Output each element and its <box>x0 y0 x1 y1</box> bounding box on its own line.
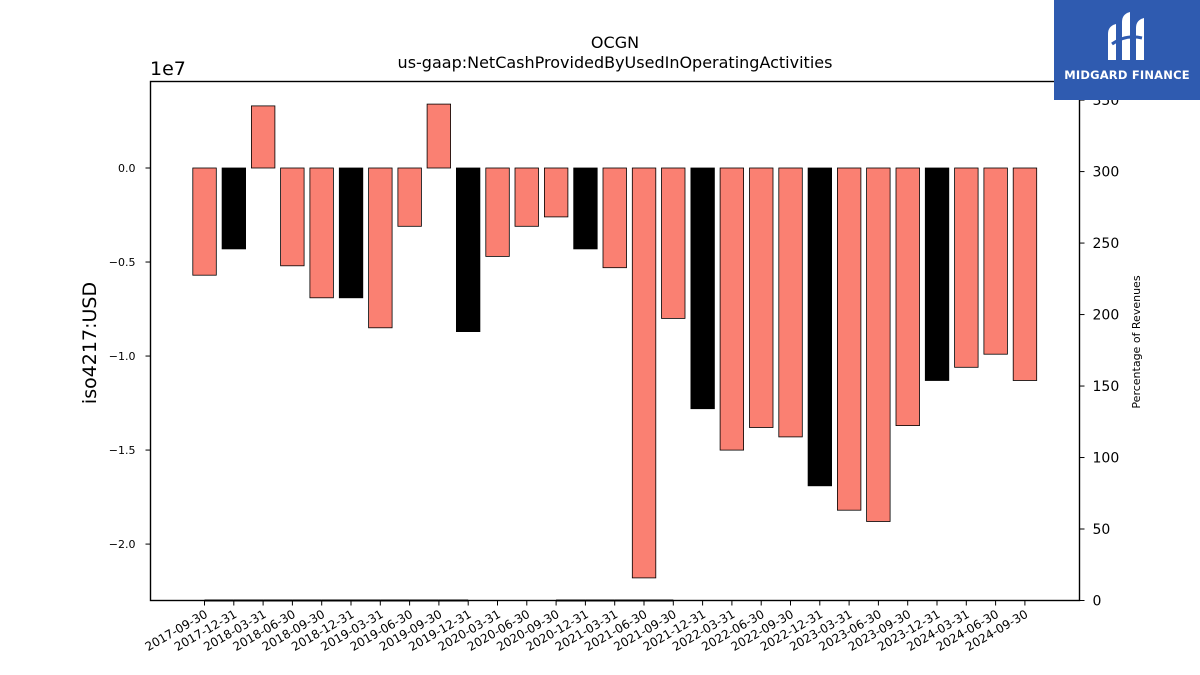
y-axis-ticks: 0.0 −0.5 −1.0 −1.5 −2.0 <box>109 162 151 551</box>
y-tick-label: −2.0 <box>109 538 136 551</box>
chart-title: OCGN <box>591 33 639 52</box>
bar-2018-03-31 <box>250 105 276 169</box>
bar-2023-09-30 <box>895 167 920 427</box>
bar-2018-12-31 <box>338 167 364 299</box>
bar-2022-09-30 <box>778 167 803 438</box>
bar-2024-03-31 <box>954 167 979 368</box>
midgard-logo-icon <box>1108 12 1144 60</box>
y2-axis-label: Percentage of Revenues <box>1130 275 1143 408</box>
logo-text: MIDGARD FINANCE <box>1064 68 1190 82</box>
bar-2022-03-31 <box>719 167 744 451</box>
y-offset-label: 1e7 <box>150 58 186 80</box>
bar-2019-06-30 <box>397 167 422 227</box>
y-tick-label: −1.5 <box>109 444 136 457</box>
bar-2024-09-30 <box>1012 167 1038 381</box>
y2-tick-label: 250 <box>1093 236 1120 252</box>
bar-2018-06-30 <box>280 167 305 267</box>
y-tick-label: −0.5 <box>109 256 136 269</box>
bar-2020-09-30 <box>544 167 569 218</box>
bar-2023-03-31 <box>837 167 862 511</box>
bar-2019-12-31 <box>455 167 481 333</box>
bar-2020-03-31 <box>485 167 510 257</box>
y2-tick-label: 50 <box>1093 522 1111 538</box>
bar-2024-06-30 <box>983 167 1008 355</box>
bar-2021-09-30 <box>661 167 686 319</box>
y2-tick-label: 0 <box>1093 594 1102 610</box>
y2-tick-label: 100 <box>1093 451 1120 467</box>
bar-series <box>192 103 1038 579</box>
bar-2017-12-31 <box>221 167 247 250</box>
bar-2023-12-31 <box>924 167 950 381</box>
chart-subtitle: us-gaap:NetCashProvidedByUsedInOperating… <box>398 53 833 72</box>
bar-2022-06-30 <box>749 167 774 428</box>
bar-2023-06-30 <box>866 167 891 522</box>
bar-2017-09-30 <box>192 167 217 276</box>
bar-2021-12-31 <box>690 167 715 410</box>
bar-2020-12-31 <box>573 167 598 250</box>
y-tick-label: 0.0 <box>118 162 136 175</box>
bar-2020-06-30 <box>514 167 539 227</box>
bar-2019-03-31 <box>368 167 393 329</box>
y-axis-label: iso4217:USD <box>79 282 101 404</box>
y-tick-label: −1.0 <box>109 350 136 363</box>
x-axis-ticks: 2017-09-302017-12-312018-03-312018-06-30… <box>143 600 1030 654</box>
bar-2019-09-30 <box>426 103 452 169</box>
y2-tick-label: 300 <box>1093 165 1120 181</box>
bar-2021-06-30 <box>631 167 657 579</box>
bar-2018-09-30 <box>309 167 334 299</box>
midgard-finance-logo: MIDGARD FINANCE <box>1054 0 1200 100</box>
bar-2022-12-31 <box>807 167 832 487</box>
y2-tick-label: 200 <box>1093 308 1120 324</box>
y2-tick-label: 150 <box>1093 379 1120 395</box>
bar-2021-03-31 <box>602 167 627 269</box>
